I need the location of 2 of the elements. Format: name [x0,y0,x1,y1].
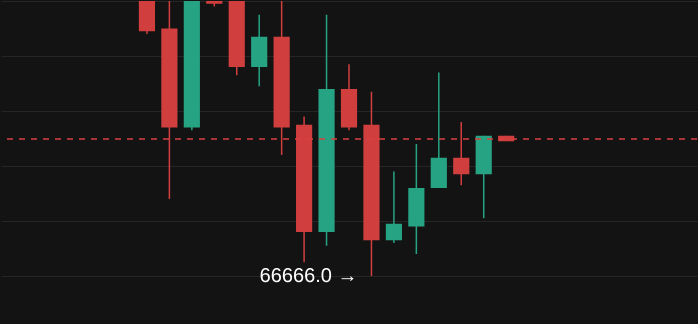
annotation: 66666.0 → [260,265,358,287]
candlestick [386,170,402,244]
